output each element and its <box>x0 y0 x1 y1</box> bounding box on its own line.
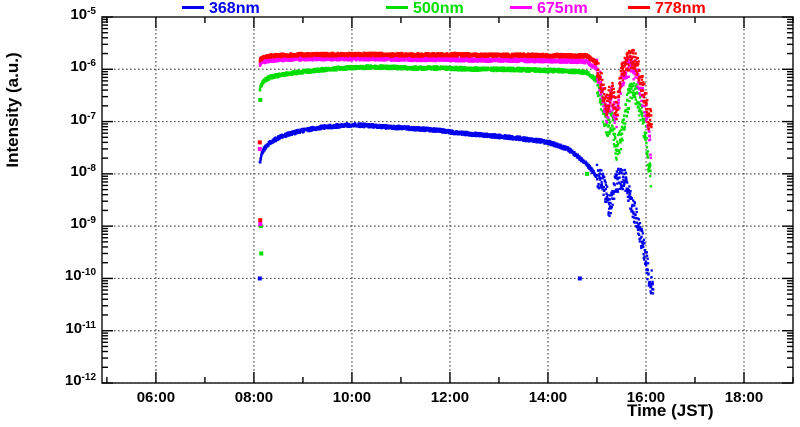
x-tick-label: 06:00 <box>136 389 176 406</box>
legend-line-swatch-icon <box>182 6 204 9</box>
y-tick-mantissa: 10 <box>64 372 82 389</box>
x-tick-label: 14:00 <box>528 389 568 406</box>
legend-label: 500nm <box>413 0 464 17</box>
y-tick-label: 10-5 <box>40 6 96 23</box>
y-tick-label: 10-6 <box>40 58 96 75</box>
y-tick-exponent: -11 <box>82 319 96 331</box>
x-tick-label: 10:00 <box>332 389 372 406</box>
axis-frame-layer <box>101 16 794 384</box>
y-tick-exponent: -10 <box>81 267 96 279</box>
series-500nm <box>258 64 652 256</box>
legend-item-778nm[interactable]: 778nm <box>628 0 706 18</box>
y-tick-exponent: -7 <box>87 110 96 122</box>
series-368nm <box>257 122 655 295</box>
y-tick-label: 10-9 <box>40 215 96 232</box>
x-tick-label: 08:00 <box>234 389 274 406</box>
axis-ticks-layer <box>102 16 794 384</box>
y-tick-mantissa: 10 <box>70 162 88 180</box>
y-tick-mantissa: 10 <box>70 215 88 233</box>
y-tick-exponent: -8 <box>87 162 96 174</box>
legend: 368nm 500nm 675nm 778nm <box>0 0 800 18</box>
x-tick-label: 12:00 <box>430 389 470 406</box>
x-tick-label: 18:00 <box>724 389 764 406</box>
y-tick-mantissa: 10 <box>70 6 88 23</box>
y-tick-label: 10-11 <box>40 320 96 337</box>
x-tick-label: 16:00 <box>626 389 666 406</box>
y-tick-label: 10-12 <box>40 372 96 389</box>
y-tick-exponent: -12 <box>81 372 96 383</box>
x-axis-title: Time (JST) <box>627 401 714 420</box>
y-tick-label: 10-7 <box>40 111 96 128</box>
y-tick-exponent: -6 <box>87 58 96 70</box>
y-axis-title: Intensity (a.u.) <box>3 52 22 168</box>
y-tick-exponent: -5 <box>87 6 96 17</box>
y-tick-mantissa: 10 <box>65 319 83 337</box>
y-tick-exponent: -9 <box>87 215 96 227</box>
y-tick-mantissa: 10 <box>64 267 82 285</box>
legend-line-swatch-icon <box>628 6 650 9</box>
legend-label: 675nm <box>537 0 588 17</box>
grid-layer <box>102 17 793 384</box>
y-tick-mantissa: 10 <box>70 110 88 128</box>
legend-line-swatch-icon <box>510 6 532 9</box>
y-tick-label: 10-10 <box>40 267 96 284</box>
series-675nm <box>257 55 652 226</box>
data-series-layer <box>257 48 655 295</box>
legend-label: 778nm <box>655 0 706 17</box>
y-tick-label: 10-8 <box>40 163 96 180</box>
y-tick-mantissa: 10 <box>70 58 88 76</box>
legend-item-368nm[interactable]: 368nm <box>182 0 260 18</box>
series-778nm <box>257 48 653 223</box>
legend-item-675nm[interactable]: 675nm <box>510 0 588 18</box>
legend-label: 368nm <box>209 0 260 17</box>
legend-item-500nm[interactable]: 500nm <box>386 0 464 18</box>
legend-line-swatch-icon <box>386 6 408 9</box>
